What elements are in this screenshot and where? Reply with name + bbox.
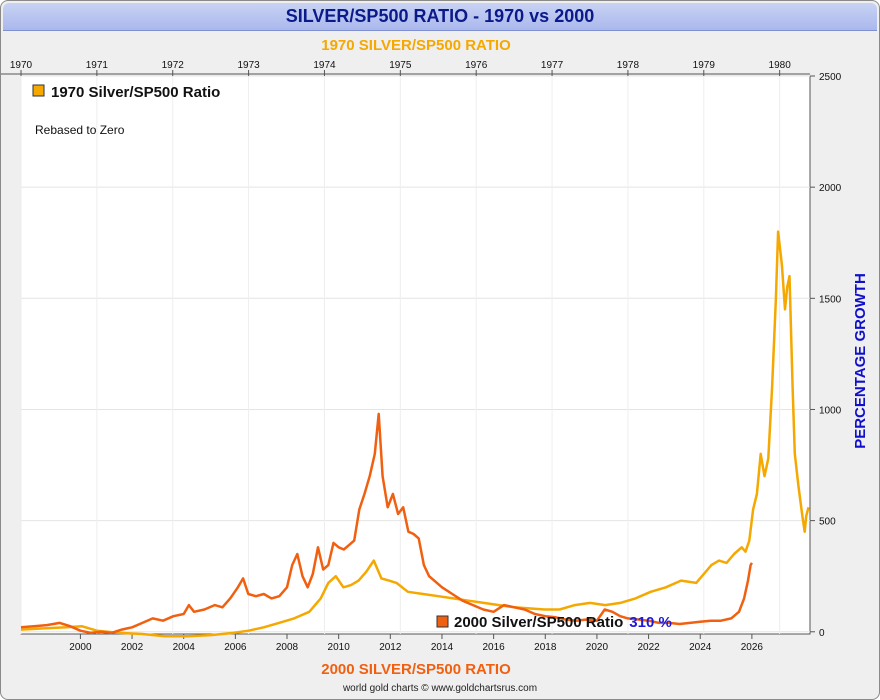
bottom-tick-label: 2008 xyxy=(276,642,299,653)
legend-2000-swatch xyxy=(436,615,449,628)
gridlines xyxy=(20,75,810,634)
bottom-tick-label: 2006 xyxy=(224,642,247,653)
y-tick-label: 0 xyxy=(819,628,825,639)
top-tick-label: 1974 xyxy=(313,60,336,71)
top-tick-label: 1978 xyxy=(617,60,640,71)
top-tick-label: 1975 xyxy=(389,60,412,71)
top-tick-label: 1973 xyxy=(237,60,260,71)
y-tick-label: 500 xyxy=(819,517,836,528)
bottom-tick-label: 2016 xyxy=(483,642,506,653)
bottom-tick-label: 2020 xyxy=(586,642,609,653)
bottom-tick-label: 2024 xyxy=(689,642,712,653)
y-axis: 0 500 1000 1500 2000 2500 xyxy=(810,72,842,639)
top-tick-label: 1977 xyxy=(541,60,564,71)
bottom-tick-label: 2014 xyxy=(431,642,454,653)
bottom-tick-label: 2022 xyxy=(637,642,660,653)
bottom-tick-label: 2010 xyxy=(328,642,351,653)
top-tick-label: 1976 xyxy=(465,60,488,71)
plot-area xyxy=(20,75,811,635)
top-tick-label: 1972 xyxy=(162,60,185,71)
legend-1970-label: 1970 Silver/SP500 Ratio xyxy=(51,84,220,101)
top-tick-label: 1970 xyxy=(10,60,33,71)
y-tick-label: 1000 xyxy=(819,405,842,416)
bottom-tick-label: 2000 xyxy=(69,642,92,653)
bottom-tick-label: 2026 xyxy=(741,642,764,653)
y-tick-label: 2000 xyxy=(819,183,842,194)
bottom-tick-label: 2012 xyxy=(379,642,402,653)
legend-2000-label: 2000 Silver/SP500 Ratio 310 % xyxy=(454,614,672,631)
series-1970-line xyxy=(20,230,810,638)
legend-note: Rebased to Zero xyxy=(35,123,125,137)
top-tick-label: 1979 xyxy=(693,60,716,71)
chart-title: SILVER/SP500 RATIO - 1970 vs 2000 xyxy=(3,3,877,31)
bottom-axis-label: 2000 SILVER/SP500 RATIO xyxy=(321,661,511,678)
footer-credit: world gold charts © www.goldchartsrus.co… xyxy=(342,683,538,694)
series-group xyxy=(20,230,810,638)
legend-2000-value: 310 % xyxy=(629,614,672,631)
bottom-tick-label: 2004 xyxy=(173,642,196,653)
top-x-axis: 1970 1971 1972 1973 1974 1975 1976 1977 1978 1979… xyxy=(1,60,810,76)
series-2000-line xyxy=(20,412,753,635)
top-tick-label: 1971 xyxy=(86,60,109,71)
bottom-tick-label: 2018 xyxy=(534,642,557,653)
legend-1970-swatch xyxy=(32,84,45,97)
chart-svg: 1970 1971 1972 1973 1974 1975 1976 1977 1978 1979… xyxy=(1,37,869,678)
y-tick-label: 1500 xyxy=(819,294,842,305)
top-tick-label: 1980 xyxy=(769,60,792,71)
bottom-tick-label: 2002 xyxy=(121,642,144,653)
bottom-x-axis: 2000 2002 2004 2006 2008 2010 2012 2014 2016 2018… xyxy=(69,634,763,653)
top-axis-label: 1970 SILVER/SP500 RATIO xyxy=(321,37,511,54)
y-axis-title: PERCENTAGE GROWTH xyxy=(852,273,869,449)
y-tick-label: 2500 xyxy=(819,72,842,83)
